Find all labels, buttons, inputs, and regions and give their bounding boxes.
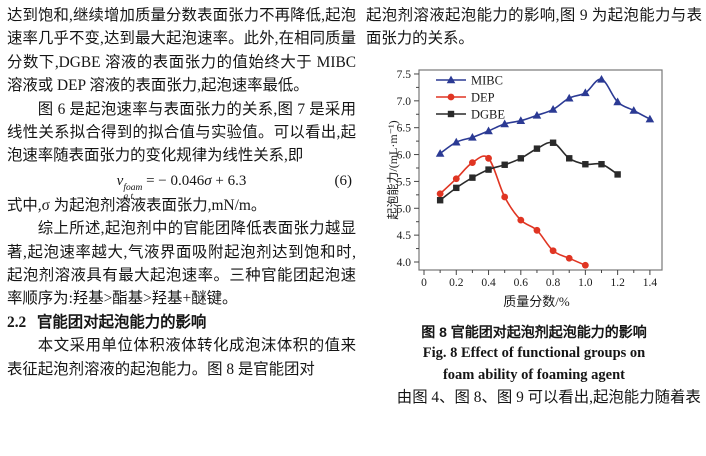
chart-line-DGBE [439, 141, 619, 201]
chart-marker-DEP [517, 216, 525, 224]
chart-marker-DEP [485, 154, 492, 162]
chart-marker-DGBE [614, 171, 621, 178]
x-axis-title: 质量分数/% [503, 294, 570, 309]
chart-marker-DGBE [549, 139, 557, 146]
legend-label-MIBC: MIBC [471, 73, 503, 87]
legend-marker-DEP [447, 93, 455, 101]
y-tick-label: 5.0 [397, 203, 412, 215]
chart-marker-DGBE [533, 145, 541, 152]
y-tick-label: 4.0 [397, 257, 412, 269]
legend-marker-DGBE [447, 110, 455, 118]
figure-caption-en-line2: foam ability of foaming agent [442, 366, 626, 383]
chart-marker-DGBE [485, 166, 492, 173]
y-tick-label: 6.5 [397, 123, 412, 135]
equation-supsub: foam g,t [123, 182, 143, 202]
chart-marker-DGBE [501, 161, 508, 168]
chart-marker-DEP [436, 190, 444, 197]
chart-marker-MIBC [613, 97, 622, 106]
chart-marker-MIBC [435, 148, 445, 157]
equation-body: v foam g,t = − 0.046σ + 6.3 [116, 172, 247, 202]
legend-label-DGBE: DGBE [471, 107, 505, 121]
figure-8-caption: 图 8 官能团对起泡剂起泡能力的影响 Fig. 8 Effect of func… [366, 322, 702, 386]
chart-marker-MIBC [645, 114, 655, 123]
paragraph-foam-ability-intro: 本文采用单位体积液体转化成泡沫体积的值来表征起泡剂溶液的起泡能力。图 8 是官能… [7, 337, 356, 378]
chart-marker-MIBC [597, 74, 606, 83]
chart-marker-MIBC [468, 132, 477, 141]
paragraph-fig9-intro: 起泡剂溶液起泡能力的影响,图 9 为起泡能力与表面张力的关系。 [366, 7, 702, 48]
paragraph-conclusion-start: 由图 4、图 8、图 9 可以看出,起泡能力随着表 [396, 388, 701, 406]
figure-caption-en-line1: Fig. 8 Effect of functional groups on [422, 344, 646, 361]
chart-marker-DEP [549, 247, 557, 254]
legend-label-DEP: DEP [471, 90, 495, 104]
x-tick-label: 1.2 [610, 277, 625, 289]
figure-8-chart: 4.0 4.5 5.0 5.5 6.0 6.5 7.0 7.5 0 0.2 0.4 0.6 0.8 1.0… [386, 69, 663, 309]
x-tick-label: 0.4 [481, 277, 496, 289]
x-tick-label: 0.6 [514, 277, 529, 289]
plot-border [418, 69, 663, 271]
y-axis-title: 起泡能力/(mL·m⁻¹) [386, 120, 400, 219]
chart-marker-DGBE [517, 154, 525, 162]
chart-marker-DGBE [566, 154, 573, 162]
equation-6: v foam g,t = − 0.046σ + 6.3 (6) [7, 168, 356, 202]
chart-marker-MIBC [484, 126, 493, 135]
chart-line-DEP [439, 155, 586, 266]
equation-number: (6) [334, 172, 353, 189]
x-tick-label: 1.0 [578, 277, 593, 289]
right-column: 起泡剂溶液起泡能力的影响,图 9 为起泡能力与表面张力的关系。 4.0 4.5 5.… [366, 4, 702, 409]
x-tick-label: 0.8 [546, 277, 561, 289]
paragraph-saturation: 达到饱和,继续增加质量分数表面张力不再降低,起泡速率几乎不变,达到最大起泡速率。… [7, 7, 356, 95]
chart-marker-MIBC [629, 105, 639, 114]
y-tick-label: 7.5 [397, 69, 412, 81]
chart-marker-DGBE [453, 184, 460, 191]
chart-marker-DGBE [598, 160, 605, 168]
chart-marker-DEP [452, 175, 460, 182]
chart-marker-DEP [501, 193, 509, 201]
section-heading-2-2: 2.2 官能团对起泡能力的影响 [7, 311, 356, 334]
y-tick-label: 7.0 [397, 96, 412, 108]
chart-marker-MIBC [564, 93, 574, 102]
chart-marker-MIBC [516, 116, 526, 124]
chart-marker-DEP [581, 261, 589, 269]
chart-marker-DEP [469, 159, 476, 166]
figure-caption-zh: 图 8 官能团对起泡剂起泡能力的影响 [421, 323, 647, 340]
equation-suffix: + 6.3 [211, 172, 247, 189]
paragraph-summary: 综上所述,起泡剂中的官能团降低表面张力越显著,起泡速率越大,气液界面吸附起泡剂达… [7, 220, 356, 308]
x-tick-label: 0 [421, 277, 427, 289]
chart-marker-DGBE [469, 174, 476, 181]
x-tick-label: 1.4 [643, 277, 658, 289]
equation-prefix: = − 0.046 [142, 172, 205, 189]
chart-marker-MIBC [532, 110, 542, 119]
figure-8: 4.0 4.5 5.0 5.5 6.0 6.5 7.0 7.5 0 0.2 0.4 0.6 0.8 1.0… [366, 64, 702, 386]
chart-marker-MIBC [581, 88, 590, 96]
chart-marker-DEP [565, 254, 573, 262]
chart-marker-MIBC [500, 119, 509, 128]
paragraph-sigma-definition: 式中,σ 为起泡剂溶液表面张力,mN/m。 [7, 196, 267, 214]
y-tick-label: 6.0 [397, 149, 412, 161]
legend-marker-MIBC [446, 75, 456, 84]
equation-sigma: σ [204, 172, 212, 189]
paragraph-fig6-fig7: 图 6 是起泡速率与表面张力的关系,图 7 是采用线性关系拟合得到的拟合值与实验… [7, 100, 356, 165]
x-tick-label: 0.2 [449, 277, 464, 289]
chart-marker-MIBC [451, 137, 461, 146]
equation-variable: v [116, 172, 124, 189]
left-column: 达到饱和,继续增加质量分数表面张力不再降低,起泡速率几乎不变,达到最大起泡速率。… [7, 4, 356, 381]
y-tick-label: 4.5 [397, 230, 412, 242]
chart-marker-DGBE [436, 196, 444, 204]
chart-marker-MIBC [548, 104, 558, 113]
y-tick-label: 5.5 [397, 176, 412, 188]
chart-marker-DEP [533, 226, 541, 234]
section-number: 2.2 [7, 313, 27, 331]
chart-marker-DGBE [582, 160, 589, 168]
section-title: 官能团对起泡能力的影响 [37, 313, 207, 331]
